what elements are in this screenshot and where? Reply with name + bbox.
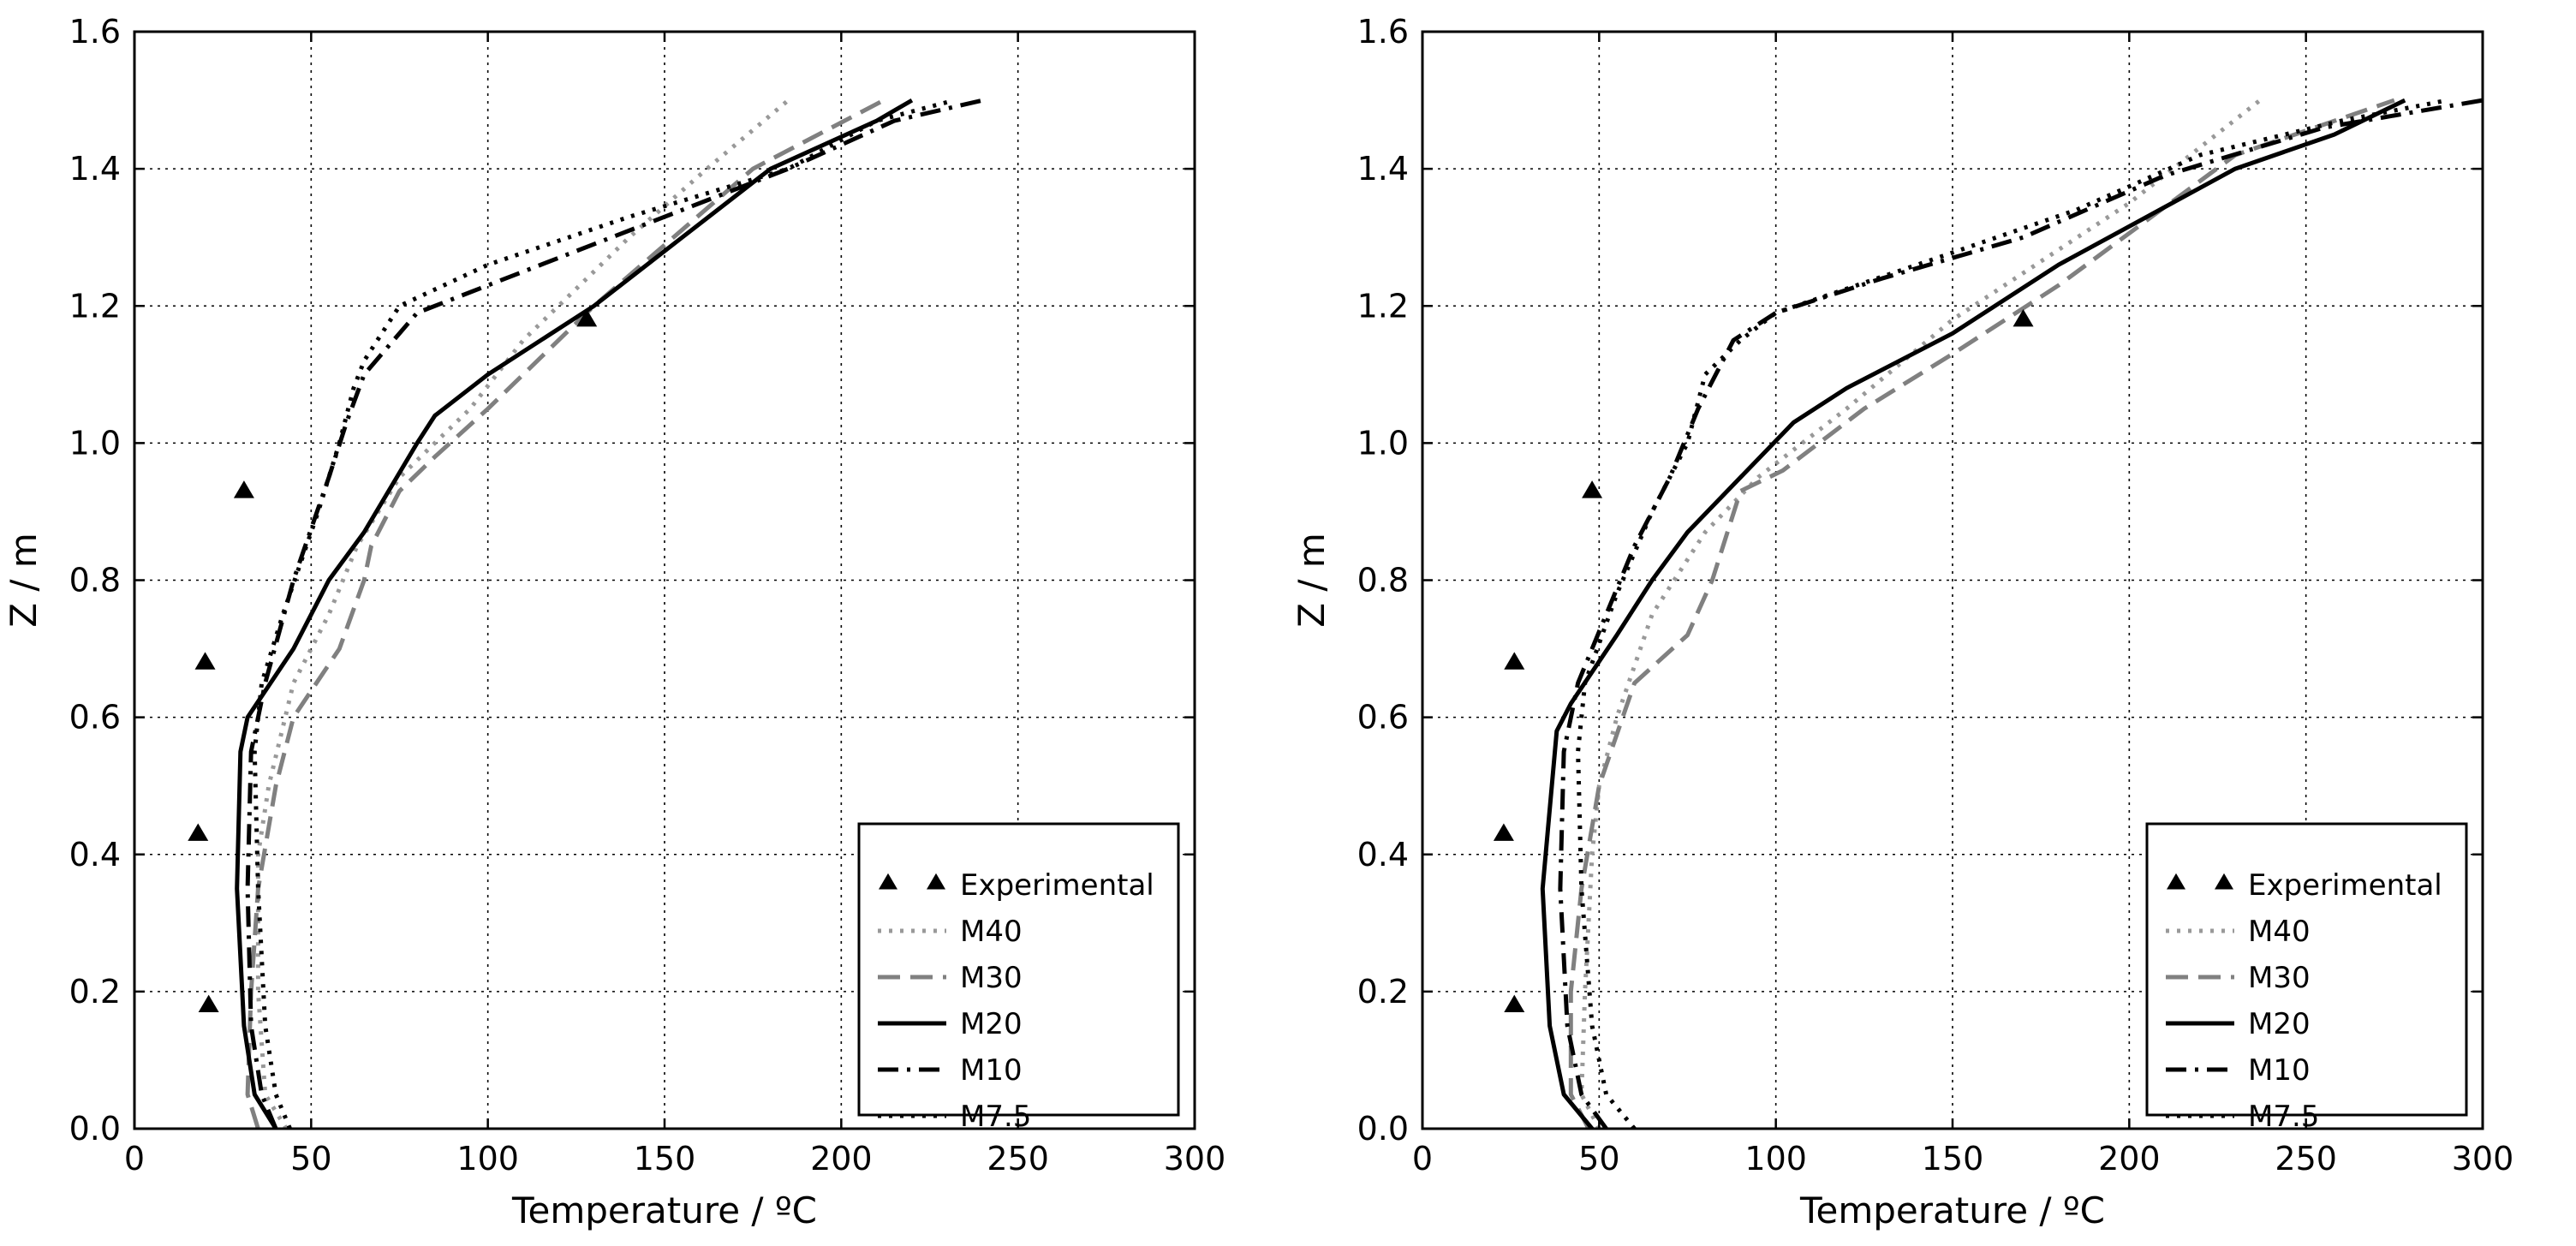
x-tick-label: 300	[1164, 1140, 1226, 1177]
series-group	[235, 98, 983, 1129]
grid	[1422, 32, 2483, 1129]
experimental-point	[1504, 994, 1525, 1013]
x-tick-label: 0	[124, 1140, 145, 1177]
legend-marker-experimental	[2215, 873, 2233, 890]
legend-box	[857, 822, 1180, 1117]
x-tick-label: 0	[1412, 1140, 1433, 1177]
series-line-m30	[1568, 98, 2395, 1129]
y-axis-label: Z / m	[3, 533, 45, 628]
y-axis-label: Z / m	[1291, 533, 1333, 628]
x-axis-label: Temperature / ºC	[511, 1189, 817, 1231]
experimental-point	[1493, 823, 1514, 841]
y-tick-label: 0.2	[1357, 973, 1409, 1011]
y-tick-label: 1.4	[1357, 150, 1409, 188]
series-line-m20	[1540, 98, 2406, 1129]
experimental-point	[194, 652, 216, 670]
legend: Experimental M40 M30 M20 M10 M7.5	[2145, 822, 2468, 1134]
y-tick-label: 1.2	[1357, 287, 1409, 325]
y-tick-label: 0.0	[1357, 1110, 1409, 1148]
series-line-m20	[235, 98, 914, 1129]
x-tick-label: 300	[2452, 1140, 2514, 1177]
legend-marker-experimental	[879, 873, 897, 890]
x-tick-label: 200	[810, 1140, 873, 1177]
left-chart: 0 50 100 150 200 250 300 0.0 0.2 0.4 0.6 0.8 1.0 1.2 1…	[3, 13, 1226, 1231]
y-tick-label: 0.4	[69, 836, 121, 873]
y-tick-label: 0.8	[1357, 562, 1409, 599]
legend-label: M20	[2248, 1007, 2311, 1041]
right-chart: 0 50 100 150 200 250 300 0.0 0.2 0.4 0.6 0.8 1.0 1.2 1…	[1291, 13, 2514, 1231]
legend-label: M30	[2248, 961, 2311, 995]
y-tick-label: 1.0	[1357, 424, 1409, 462]
x-tick-label: 100	[456, 1140, 519, 1177]
experimental-point	[198, 994, 219, 1013]
y-tick-label: 1.0	[69, 424, 121, 462]
y-tick-label: 0.8	[69, 562, 121, 599]
x-tick-label: 200	[2098, 1140, 2161, 1177]
experimental-point	[576, 309, 598, 327]
y-tick-label: 0.2	[69, 973, 121, 1011]
legend-label: M40	[2248, 915, 2311, 949]
legend-label: M10	[960, 1053, 1023, 1088]
series-line-m40	[255, 98, 790, 1129]
experimental-point	[1582, 480, 1603, 498]
series-line-m7-5	[252, 98, 956, 1129]
y-tick-label: 0.4	[1357, 836, 1409, 873]
series-group	[1540, 98, 2483, 1129]
legend-marker-experimental	[2167, 873, 2185, 890]
x-tick-label: 50	[1578, 1140, 1619, 1177]
legend-box	[2145, 822, 2468, 1117]
y-tick-label: 1.6	[1357, 13, 1409, 51]
y-tick-label: 0.0	[69, 1110, 121, 1148]
legend-label: M10	[2248, 1053, 2311, 1088]
legend-label: M7.5	[2248, 1100, 2319, 1134]
legend: Experimental M40 M30 M20 M10 M7.5	[857, 822, 1180, 1134]
x-tick-label: 150	[634, 1140, 696, 1177]
legend-label: Experimental	[2248, 868, 2442, 903]
x-tick-label: 250	[2275, 1140, 2337, 1177]
y-tick-label: 0.6	[1357, 699, 1409, 736]
legend-label: M20	[960, 1007, 1023, 1041]
x-tick-label: 50	[290, 1140, 331, 1177]
x-tick-label: 100	[1744, 1140, 1807, 1177]
y-tick-label: 1.4	[69, 150, 121, 188]
series-line-m10	[245, 98, 983, 1129]
legend-label: Experimental	[960, 868, 1154, 903]
grid	[134, 32, 1195, 1129]
series-line-m10	[1558, 98, 2483, 1129]
x-tick-label: 250	[987, 1140, 1049, 1177]
x-tick-label: 150	[1922, 1140, 1984, 1177]
y-tick-label: 1.2	[69, 287, 121, 325]
experimental-point	[233, 480, 254, 498]
legend-marker-experimental	[927, 873, 945, 890]
series-line-m30	[245, 98, 886, 1129]
left-chart-panel: 0 50 100 150 200 250 300 0.0 0.2 0.4 0.6 0.8 1.0 1.2 1…	[3, 13, 1226, 1231]
y-tick-label: 1.6	[69, 13, 121, 51]
y-tick-label: 0.6	[69, 699, 121, 736]
legend-label: M7.5	[960, 1100, 1031, 1134]
experimental-point	[188, 823, 209, 841]
legend-label: M30	[960, 961, 1023, 995]
legend-label: M40	[960, 915, 1023, 949]
experimental-point	[1504, 652, 1525, 670]
experimental-point	[2012, 309, 2034, 327]
x-axis-label: Temperature / ºC	[1799, 1189, 2105, 1231]
right-chart-panel: 0 50 100 150 200 250 300 0.0 0.2 0.4 0.6 0.8 1.0 1.2 1…	[1288, 0, 2576, 1246]
